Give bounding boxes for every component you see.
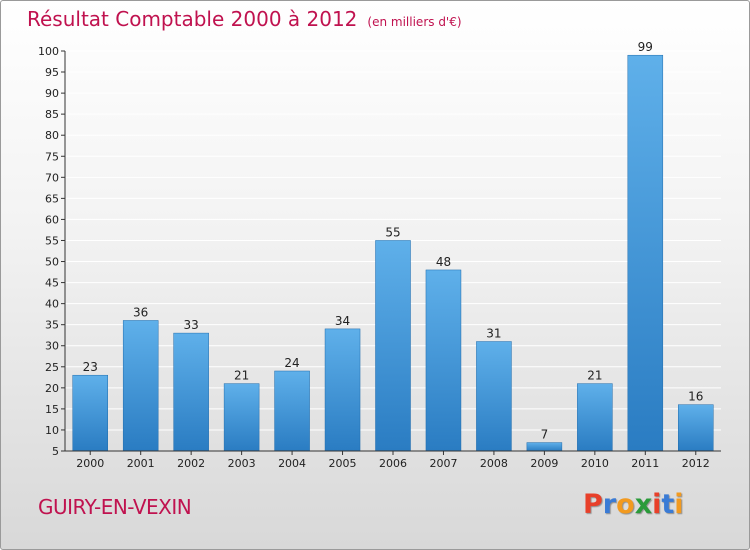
y-tick-label: 90 [45, 87, 59, 100]
data-label: 21 [587, 369, 602, 383]
y-tick-label: 25 [45, 361, 59, 374]
bar [476, 341, 512, 452]
y-tick-label: 70 [45, 171, 59, 184]
title-unit: (en milliers d'€) [367, 15, 462, 29]
logo-letter: i [652, 489, 662, 520]
bar [425, 269, 462, 452]
data-label: 31 [486, 327, 501, 341]
x-tick-label: 2011 [631, 457, 659, 470]
logo-letter: r [602, 489, 617, 520]
y-tick-label: 100 [38, 45, 59, 58]
bar [72, 374, 108, 452]
logo-letter: P [583, 489, 603, 520]
data-label: 55 [385, 225, 400, 239]
bar [223, 383, 260, 452]
data-label: 21 [234, 369, 249, 383]
y-tick-label: 35 [45, 319, 59, 332]
bar [324, 328, 361, 452]
y-tick-label: 55 [45, 234, 59, 247]
bar [627, 54, 664, 452]
x-tick-label: 2009 [530, 457, 558, 470]
y-tick-label: 20 [45, 382, 59, 395]
bar [375, 240, 411, 452]
x-tick-label: 2012 [682, 457, 710, 470]
city-name: GUIRY-EN-VEXIN [38, 495, 192, 519]
y-tick-label: 80 [45, 129, 59, 142]
data-label: 16 [688, 390, 703, 404]
logo-letter: i [674, 489, 684, 520]
x-tick-label: 2006 [379, 457, 407, 470]
y-axis-ticks: 5 10 15 20 25 30 35 40 45 50 55 60 65 70 75 80 85 90 95 100 [38, 45, 65, 458]
y-tick-label: 95 [45, 66, 59, 79]
title-text: Résultat Comptable 2000 à 2012 [27, 7, 358, 31]
bar [678, 404, 714, 452]
y-tick-label: 75 [45, 150, 59, 163]
x-tick-label: 2003 [228, 457, 256, 470]
y-tick-label: 30 [45, 340, 59, 353]
data-label: 48 [436, 255, 451, 269]
y-tick-label: 65 [45, 192, 59, 205]
x-tick-label: 2004 [278, 457, 306, 470]
x-axis-ticks: 2000 2001 2002 2003 2004 2005 2006 2007 2008 2009… [76, 451, 710, 470]
bar [173, 332, 209, 452]
y-tick-label: 15 [45, 403, 59, 416]
y-tick-label: 45 [45, 277, 59, 290]
data-label: 99 [638, 40, 653, 54]
data-label: 36 [133, 305, 148, 319]
x-tick-label: 2010 [581, 457, 609, 470]
data-label: 34 [335, 314, 350, 328]
x-tick-label: 2002 [177, 457, 205, 470]
y-tick-label: 50 [45, 256, 59, 269]
logo-letter: o [616, 489, 635, 520]
data-label: 23 [83, 360, 98, 374]
x-tick-label: 2005 [329, 457, 357, 470]
bar [577, 383, 613, 452]
x-tick-label: 2000 [76, 457, 104, 470]
chart-title: Résultat Comptable 2000 à 2012 (en millie… [27, 7, 462, 31]
y-tick-label: 10 [45, 424, 59, 437]
x-tick-label: 2008 [480, 457, 508, 470]
y-tick-label: 85 [45, 108, 59, 121]
proxiti-logo: Proxiti [583, 489, 684, 520]
axes [64, 51, 721, 452]
data-labels: 23 36 33 21 24 34 55 48 31 7 21 99 16 [83, 40, 704, 441]
y-tick-label: 60 [45, 213, 59, 226]
bar [274, 370, 310, 452]
y-tick-label: 5 [52, 445, 59, 458]
bar [122, 320, 159, 452]
logo-letter: x [634, 489, 653, 520]
bar [526, 442, 563, 452]
logo-letter: t [661, 489, 675, 520]
y-tick-label: 40 [45, 298, 59, 311]
data-label: 33 [184, 318, 199, 332]
data-label: 24 [284, 356, 299, 370]
data-label: 7 [541, 428, 549, 442]
bars [72, 54, 714, 452]
x-tick-label: 2001 [127, 457, 155, 470]
x-tick-label: 2007 [429, 457, 457, 470]
